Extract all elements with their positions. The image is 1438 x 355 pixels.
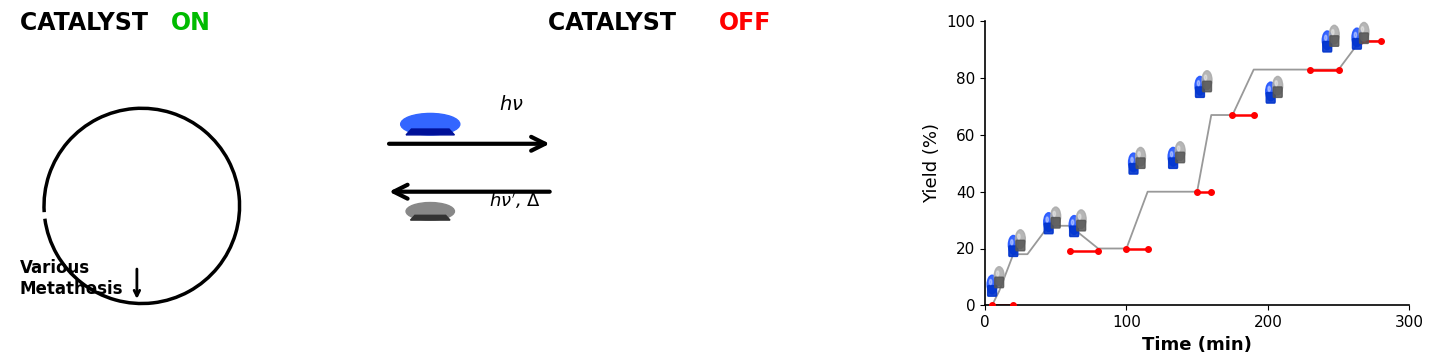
Circle shape: [406, 202, 454, 220]
FancyBboxPatch shape: [1070, 226, 1078, 236]
Ellipse shape: [1359, 22, 1369, 41]
Text: $h\nu$: $h\nu$: [499, 95, 523, 114]
FancyBboxPatch shape: [1359, 33, 1369, 43]
Ellipse shape: [1178, 146, 1181, 151]
X-axis label: Time (min): Time (min): [1142, 335, 1252, 354]
FancyBboxPatch shape: [1009, 246, 1018, 256]
Ellipse shape: [1329, 25, 1339, 44]
FancyBboxPatch shape: [1353, 39, 1362, 49]
Ellipse shape: [1332, 29, 1334, 35]
Ellipse shape: [1018, 234, 1020, 239]
Ellipse shape: [986, 275, 997, 294]
Text: OFF: OFF: [719, 11, 771, 35]
FancyBboxPatch shape: [1051, 218, 1060, 228]
Ellipse shape: [997, 271, 999, 276]
FancyBboxPatch shape: [1169, 158, 1178, 168]
FancyBboxPatch shape: [1267, 93, 1276, 103]
Ellipse shape: [1053, 211, 1055, 217]
Ellipse shape: [1362, 27, 1363, 32]
Ellipse shape: [1130, 157, 1133, 163]
Ellipse shape: [1204, 75, 1206, 80]
FancyBboxPatch shape: [1077, 220, 1086, 231]
Ellipse shape: [1137, 152, 1140, 157]
Circle shape: [401, 113, 460, 135]
FancyBboxPatch shape: [1044, 223, 1053, 234]
Ellipse shape: [1071, 220, 1074, 225]
Ellipse shape: [1051, 207, 1061, 226]
Ellipse shape: [1276, 81, 1277, 86]
Ellipse shape: [1044, 213, 1054, 231]
Ellipse shape: [1265, 82, 1276, 101]
Ellipse shape: [1136, 147, 1146, 166]
Text: CATALYST: CATALYST: [548, 11, 684, 35]
Ellipse shape: [1168, 147, 1178, 166]
Ellipse shape: [994, 267, 1004, 285]
Polygon shape: [406, 129, 454, 135]
Ellipse shape: [1195, 76, 1205, 95]
FancyBboxPatch shape: [1136, 158, 1145, 168]
Ellipse shape: [1273, 76, 1283, 95]
Y-axis label: Yield (%): Yield (%): [923, 123, 940, 203]
Ellipse shape: [989, 279, 992, 285]
FancyBboxPatch shape: [1015, 240, 1025, 251]
Ellipse shape: [1202, 71, 1212, 89]
Ellipse shape: [1015, 230, 1025, 248]
Ellipse shape: [1324, 35, 1327, 40]
FancyBboxPatch shape: [995, 277, 1004, 288]
Ellipse shape: [1323, 31, 1332, 50]
Ellipse shape: [1008, 235, 1018, 254]
Text: $h\nu'$, $\Delta$: $h\nu'$, $\Delta$: [489, 190, 541, 211]
Ellipse shape: [1171, 152, 1173, 157]
Ellipse shape: [1076, 210, 1086, 229]
FancyBboxPatch shape: [1195, 87, 1205, 97]
FancyBboxPatch shape: [1273, 87, 1283, 97]
Ellipse shape: [1175, 142, 1185, 160]
FancyBboxPatch shape: [1330, 36, 1339, 46]
Ellipse shape: [1198, 81, 1199, 86]
FancyBboxPatch shape: [1176, 152, 1185, 163]
Polygon shape: [410, 215, 450, 220]
Ellipse shape: [1070, 215, 1078, 234]
Ellipse shape: [1355, 32, 1356, 38]
Ellipse shape: [1078, 214, 1081, 219]
Ellipse shape: [1268, 86, 1270, 92]
Ellipse shape: [1045, 217, 1048, 222]
FancyBboxPatch shape: [1323, 42, 1332, 52]
Text: Various
Metathesis: Various Metathesis: [20, 259, 124, 298]
Ellipse shape: [1011, 240, 1012, 245]
FancyBboxPatch shape: [1129, 164, 1137, 174]
FancyBboxPatch shape: [988, 286, 997, 296]
FancyBboxPatch shape: [1202, 81, 1211, 92]
Text: CATALYST: CATALYST: [20, 11, 155, 35]
Ellipse shape: [1129, 153, 1139, 172]
Ellipse shape: [1352, 28, 1362, 47]
Text: ON: ON: [171, 11, 211, 35]
